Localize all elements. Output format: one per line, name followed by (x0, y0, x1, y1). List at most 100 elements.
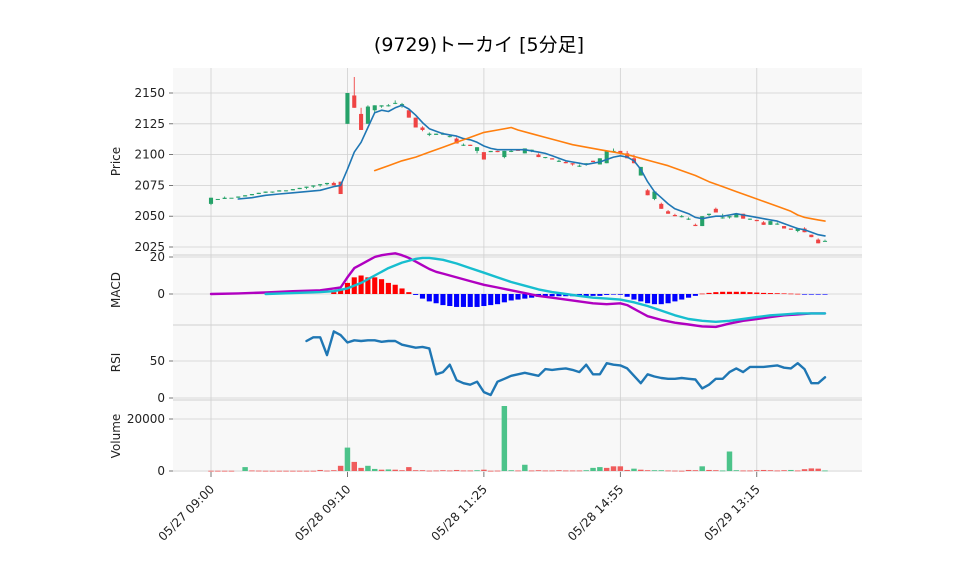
volume-bar (249, 470, 255, 472)
volume-bar (774, 470, 780, 472)
candle-body (706, 213, 712, 215)
volume-bar (447, 470, 453, 472)
moving-average-long (373, 126, 826, 222)
macd-histogram-bar (454, 294, 460, 307)
macd-histogram-bar (692, 294, 698, 296)
candle-body (686, 218, 691, 220)
macd-histogram-bar (447, 294, 453, 307)
volume-bar (733, 470, 740, 472)
volume-bar (208, 470, 214, 472)
candle-body (434, 133, 439, 135)
rsi-ytick-label: 0 (157, 391, 165, 405)
volume-bar (781, 470, 787, 472)
volume-bar (569, 470, 576, 472)
macd-histogram-bar (672, 294, 678, 302)
macd-histogram-bar (529, 294, 535, 298)
candle-body (324, 182, 330, 185)
volume-bar (808, 468, 815, 471)
volume-bar (747, 470, 753, 472)
volume-bar (481, 469, 487, 471)
volume-bar (576, 470, 583, 472)
volume-bar (767, 470, 774, 472)
macd-histogram-bar (808, 294, 814, 295)
volume-bar (760, 469, 767, 471)
volume-bar (590, 467, 596, 471)
candle-body (270, 191, 275, 193)
candle-body (625, 153, 630, 159)
candle-body (338, 181, 343, 195)
candle-body (427, 133, 432, 135)
volume-bar (685, 469, 692, 471)
candle-body (775, 223, 780, 225)
macd-histogram-bar (638, 294, 644, 302)
volume-bar (392, 469, 398, 471)
volume-bar (303, 470, 310, 472)
volume-bar (528, 470, 535, 472)
moving-average-short (237, 104, 826, 237)
macd-histogram-bar (801, 294, 808, 295)
macd-histogram-bar (767, 293, 773, 294)
volume-bar (658, 470, 664, 472)
candle-body (713, 208, 718, 213)
candle-body (563, 161, 568, 164)
volume-bar (740, 470, 746, 472)
macd-histogram-bar (515, 294, 521, 300)
candle-body (386, 105, 391, 107)
macd-histogram-bar (631, 294, 637, 300)
macd-histogram-bar (331, 292, 337, 294)
volume-bar (365, 465, 371, 471)
candle-body (659, 203, 664, 209)
volume-bar (719, 470, 726, 472)
volume-bar (331, 470, 337, 472)
candle-body (495, 150, 500, 153)
volume-bar (228, 470, 235, 472)
x-tick-label: 05/27 09:00 (156, 482, 218, 544)
macd-histogram-bar (747, 292, 753, 294)
volume-bar (822, 470, 828, 472)
volume-bar (501, 406, 508, 471)
volume-bar (638, 469, 644, 471)
volume-bar (644, 470, 651, 472)
candle-body (604, 150, 609, 164)
candle-body (700, 216, 705, 227)
macd-histogram-bar (781, 293, 787, 295)
volume-bar (815, 468, 821, 471)
macd-histogram-bar (583, 294, 589, 297)
candle-body (577, 165, 582, 167)
macd-histogram-bar (617, 294, 623, 295)
volume-bar (522, 464, 528, 471)
signal-line (264, 256, 827, 323)
candle-body (788, 228, 793, 230)
volume-bar (378, 469, 385, 471)
volume-bar (372, 468, 378, 471)
volume-bar (754, 470, 760, 472)
macd-histogram-bar (822, 294, 828, 295)
volume-bar (672, 470, 678, 472)
volume-bar (549, 470, 555, 472)
volume-bar (351, 461, 357, 471)
volume-bar (453, 469, 460, 471)
candle-body (720, 217, 725, 219)
macd-histogram-bar (508, 294, 514, 301)
candle-body (208, 197, 214, 204)
macd-histogram-bar (440, 294, 446, 306)
volume-panel (173, 400, 862, 472)
candle-body (550, 158, 555, 160)
candle-body (795, 228, 800, 231)
candle-body (359, 113, 364, 130)
candle-body (481, 152, 486, 160)
volume-bar (487, 470, 494, 472)
candle-body (283, 190, 289, 192)
candle-body (372, 105, 377, 111)
candle-body (502, 150, 507, 158)
price-ytick-label: 2050 (134, 209, 165, 223)
rsi-axis-label: RSI (109, 353, 123, 373)
volume-bar (699, 466, 705, 471)
volume-bar (508, 470, 514, 472)
macd-histogram-bar (761, 292, 767, 294)
volume-bar (256, 470, 262, 472)
macd-histogram-bar (699, 293, 705, 295)
macd-histogram-bar (726, 291, 733, 294)
volume-bar (269, 470, 276, 472)
candle-body (379, 105, 384, 107)
